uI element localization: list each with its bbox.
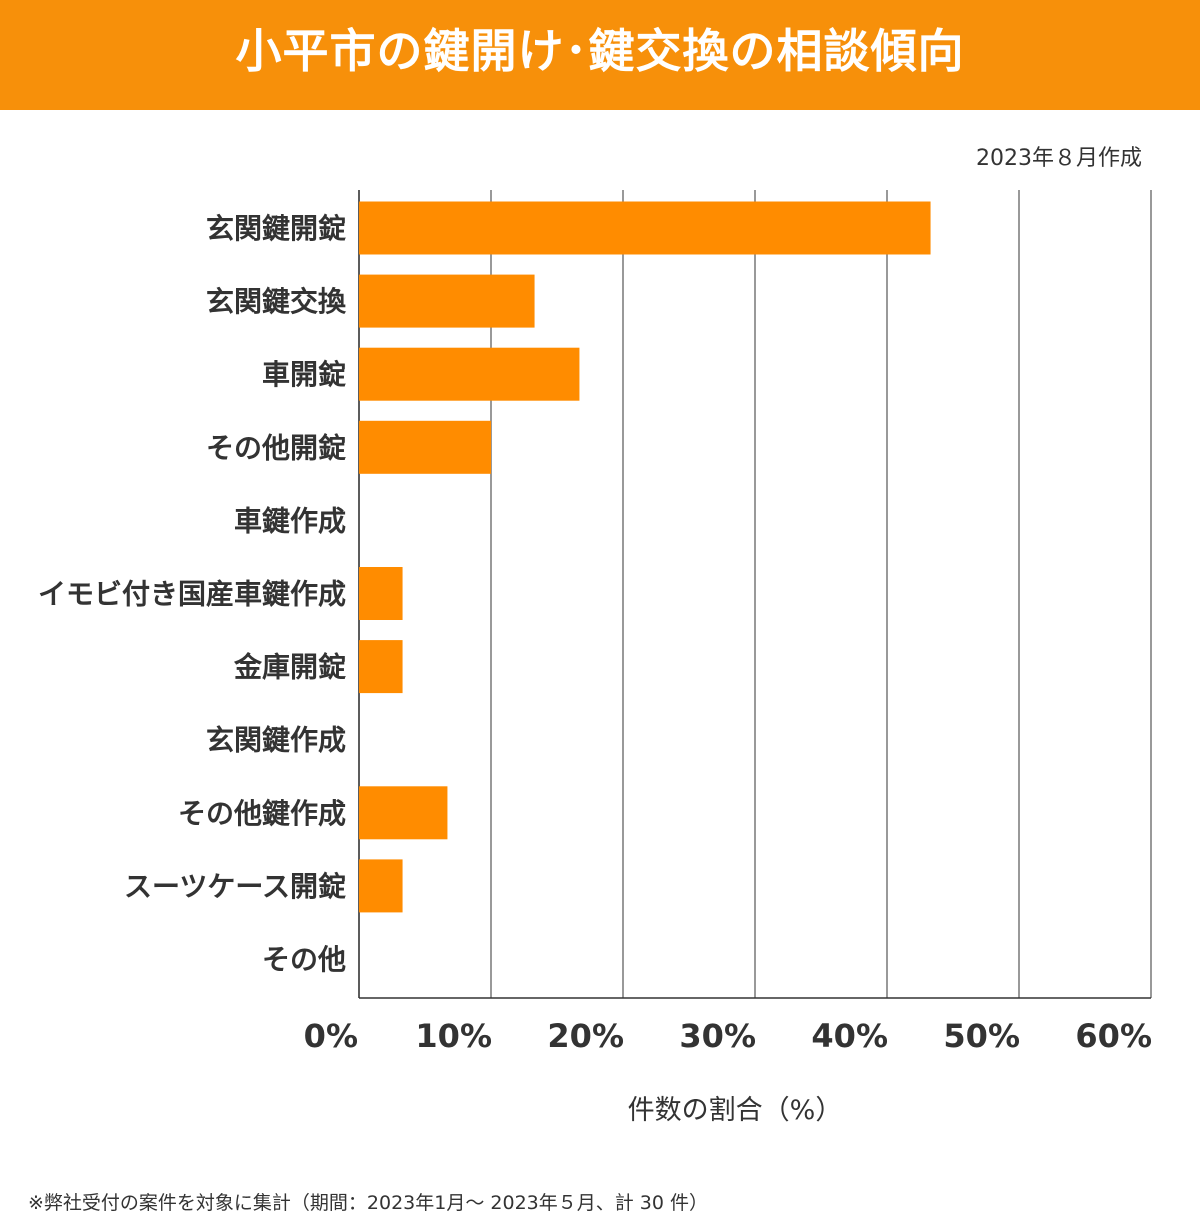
category-label: 金庫開錠 [233, 651, 346, 684]
x-tick-label: 30% [679, 1017, 756, 1055]
x-tick-label: 40% [811, 1017, 888, 1055]
category-labels: 玄関鍵開錠玄関鍵交換車開錠その他開錠車鍵作成イモビ付き国産車鍵作成金庫開錠玄関鍵… [38, 212, 347, 976]
bar [359, 274, 535, 328]
title-bar: 小平市の鍵開け･鍵交換の相談傾向 [0, 0, 1200, 110]
footnote: ※弊社受付の案件を対象に集計（期間：2023年1月～ 2023年５月、計 30 … [28, 1192, 709, 1214]
category-label: スーツケース開錠 [124, 870, 346, 903]
category-label: その他 [262, 943, 346, 976]
bar [359, 640, 403, 694]
category-label: 車開錠 [262, 358, 346, 391]
bar [359, 859, 403, 913]
bar [359, 786, 448, 840]
date-note: 2023年８月作成 [976, 146, 1142, 171]
x-axis-label: 件数の割合（%） [627, 1095, 843, 1126]
bar [359, 567, 403, 620]
x-tick-label: 50% [943, 1017, 1020, 1055]
category-label: 玄関鍵作成 [206, 724, 346, 757]
bar [359, 347, 580, 401]
category-label: 車鍵作成 [234, 504, 346, 537]
category-label: その他鍵作成 [178, 797, 346, 830]
category-label: 玄関鍵交換 [206, 285, 347, 318]
category-label: 玄関鍵開錠 [206, 212, 346, 245]
x-tick-label: 60% [1075, 1017, 1152, 1055]
category-label: イモビ付き国産車鍵作成 [38, 578, 346, 611]
bar [359, 201, 931, 255]
bars [359, 201, 931, 913]
bar [359, 420, 491, 474]
category-label: その他開錠 [206, 431, 346, 464]
chart-title: 小平市の鍵開け･鍵交換の相談傾向 [235, 24, 965, 78]
x-tick-label: 0% [304, 1017, 358, 1055]
x-tick-labels: 0% 10% 20% 30% 40% 50% 60% [304, 1017, 1152, 1055]
x-tick-label: 20% [547, 1017, 624, 1055]
x-tick-label: 10% [415, 1017, 492, 1055]
